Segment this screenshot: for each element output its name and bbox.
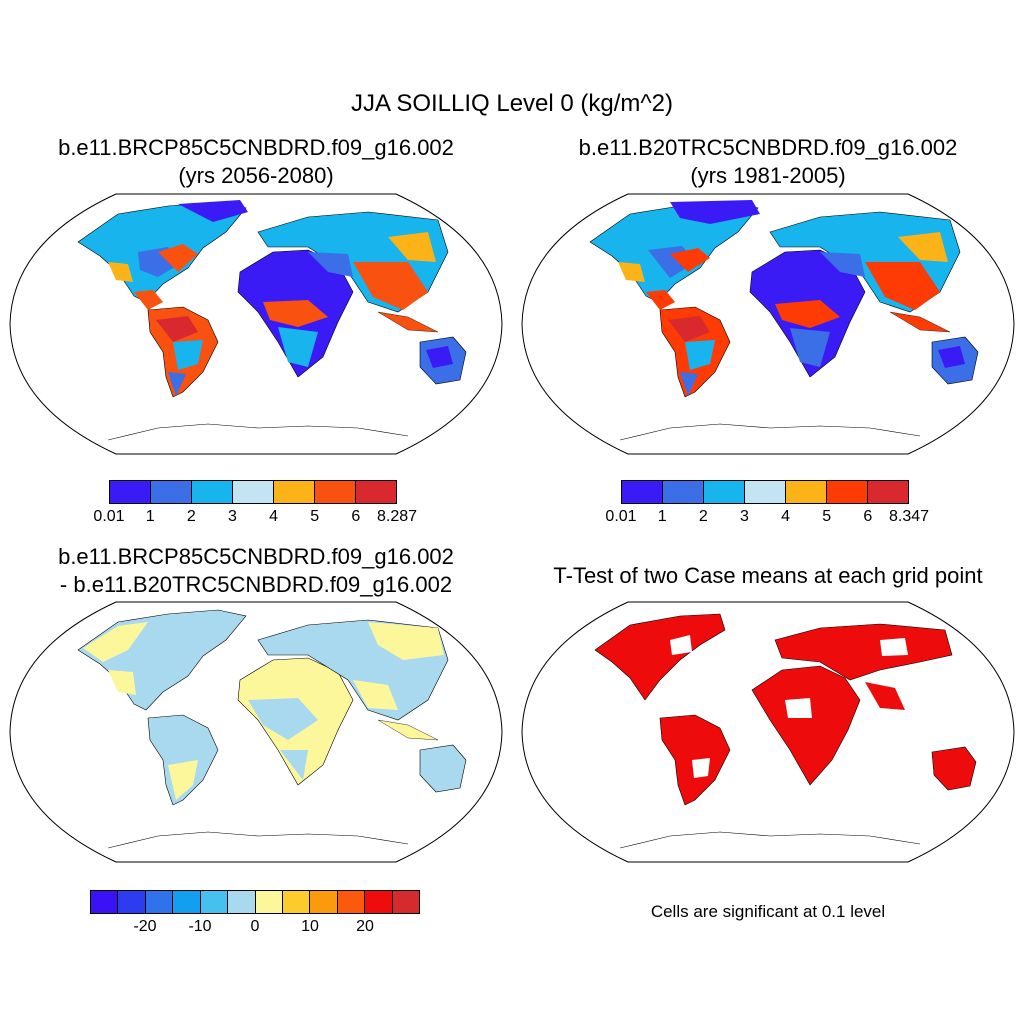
panel-future-title: b.e11.BRCP85C5CNBDRD.f09_g16.002 (yrs 20… bbox=[10, 134, 502, 190]
colorbar-future: 0.01 1 2 3 4 5 6 8.287 bbox=[93, 480, 417, 528]
africa-eurasia bbox=[749, 211, 961, 378]
colorbar-swatch-3 bbox=[173, 891, 201, 913]
map-historical bbox=[521, 193, 1015, 455]
colorbar-label: 1 bbox=[145, 508, 155, 525]
colorbar-label: 3 bbox=[739, 508, 749, 525]
antarctica-outline bbox=[619, 831, 921, 849]
colorbar-label: 6 bbox=[351, 508, 361, 525]
colorbar-label: 2 bbox=[186, 508, 196, 525]
colorbar-label: 2 bbox=[698, 508, 708, 525]
colorbar-difference: -20 -10 0 10 20 bbox=[90, 890, 420, 938]
colorbar-swatch-6 bbox=[255, 891, 283, 913]
significant-cells bbox=[594, 613, 977, 806]
australia bbox=[377, 311, 467, 385]
colorbar-label: -20 bbox=[133, 918, 157, 935]
panel-future-title-line2: (yrs 2056-2080) bbox=[178, 163, 334, 188]
colorbar-swatch-6 bbox=[356, 481, 396, 503]
colorbar-swatch-4 bbox=[274, 481, 315, 503]
colorbar-difference-labels: -20 -10 0 10 20 bbox=[90, 918, 420, 938]
panel-difference-title-line1: b.e11.BRCP85C5CNBDRD.f09_g16.002 bbox=[58, 544, 454, 569]
north-america bbox=[77, 609, 247, 711]
panel-historical-title-line2: (yrs 1981-2005) bbox=[690, 163, 846, 188]
colorbar-label: -10 bbox=[188, 918, 212, 935]
colorbar-historical-labels: 0.01 1 2 3 4 5 6 8.347 bbox=[605, 508, 929, 528]
colorbar-label: 3 bbox=[227, 508, 237, 525]
panel-difference-title: b.e11.BRCP85C5CNBDRD.f09_g16.002 - b.e11… bbox=[10, 543, 502, 599]
panel-historical-title: b.e11.B20TRC5CNBDRD.f09_g16.002 (yrs 198… bbox=[522, 134, 1014, 190]
panel-difference-title-line2: - b.e11.B20TRC5CNBDRD.f09_g16.002 bbox=[59, 572, 453, 597]
colorbar-swatch-6 bbox=[868, 481, 908, 503]
colorbar-swatch-7 bbox=[282, 891, 311, 913]
colorbar-swatch-1 bbox=[663, 481, 704, 503]
colorbar-label: 0 bbox=[250, 918, 260, 935]
africa-eurasia bbox=[237, 211, 449, 378]
panel-historical-title-line1: b.e11.B20TRC5CNBDRD.f09_g16.002 bbox=[578, 135, 958, 160]
colorbar-swatch-2 bbox=[145, 891, 174, 913]
colorbar-label: 8.287 bbox=[376, 508, 418, 525]
colorbar-future-labels: 0.01 1 2 3 4 5 6 8.287 bbox=[93, 508, 417, 528]
colorbar-label: 5 bbox=[822, 508, 832, 525]
colorbar-swatch-5 bbox=[827, 481, 868, 503]
colorbar-swatch-5 bbox=[315, 481, 356, 503]
figure-title: JJA SOILLIQ Level 0 (kg/m^2) bbox=[350, 90, 674, 117]
colorbar-swatch-0 bbox=[91, 891, 119, 913]
north-america bbox=[589, 200, 760, 310]
colorbar-label: 0.01 bbox=[93, 508, 125, 525]
colorbar-historical-swatches bbox=[621, 480, 909, 504]
colorbar-swatch-8 bbox=[310, 891, 338, 913]
australia bbox=[889, 311, 979, 385]
colorbar-swatch-10 bbox=[365, 891, 393, 913]
colorbar-label: 0.01 bbox=[605, 508, 637, 525]
map-future bbox=[9, 193, 503, 455]
colorbar-label: 1 bbox=[657, 508, 667, 525]
colorbar-label: 4 bbox=[269, 508, 279, 525]
colorbar-swatch-3 bbox=[745, 481, 786, 503]
colorbar-swatch-0 bbox=[110, 481, 151, 503]
panel-ttest-title: T-Test of two Case means at each grid po… bbox=[553, 563, 983, 588]
colorbar-swatch-11 bbox=[392, 891, 420, 913]
significance-note: Cells are significant at 0.1 level bbox=[650, 902, 886, 921]
colorbar-historical: 0.01 1 2 3 4 5 6 8.347 bbox=[605, 480, 929, 528]
colorbar-label: 4 bbox=[781, 508, 791, 525]
map-difference bbox=[9, 601, 503, 863]
colorbar-swatch-3 bbox=[233, 481, 274, 503]
panel-future-title-line1: b.e11.BRCP85C5CNBDRD.f09_g16.002 bbox=[58, 135, 454, 160]
south-america bbox=[147, 306, 219, 398]
south-america bbox=[659, 306, 731, 398]
colorbar-swatch-0 bbox=[622, 481, 663, 503]
colorbar-label: 5 bbox=[310, 508, 320, 525]
north-america bbox=[77, 200, 248, 310]
non-significant-gaps bbox=[670, 635, 908, 778]
colorbar-swatch-2 bbox=[704, 481, 745, 503]
colorbar-difference-swatches bbox=[90, 890, 420, 914]
antarctica-outline bbox=[107, 423, 409, 441]
colorbar-label: 8.347 bbox=[888, 508, 930, 525]
colorbar-label: 6 bbox=[863, 508, 873, 525]
colorbar-swatch-9 bbox=[337, 891, 366, 913]
colorbar-swatch-4 bbox=[786, 481, 827, 503]
australia bbox=[377, 719, 467, 793]
colorbar-swatch-1 bbox=[151, 481, 192, 503]
colorbar-label: 10 bbox=[301, 918, 319, 935]
colorbar-swatch-5 bbox=[228, 891, 256, 913]
africa-eurasia bbox=[237, 619, 449, 786]
map-ttest bbox=[521, 601, 1015, 863]
colorbar-swatch-4 bbox=[200, 891, 229, 913]
antarctica-outline bbox=[107, 831, 409, 849]
colorbar-future-swatches bbox=[109, 480, 397, 504]
colorbar-label: 20 bbox=[356, 918, 374, 935]
south-america bbox=[147, 714, 219, 806]
antarctica-outline bbox=[619, 423, 921, 441]
colorbar-swatch-2 bbox=[192, 481, 233, 503]
colorbar-swatch-1 bbox=[118, 891, 146, 913]
